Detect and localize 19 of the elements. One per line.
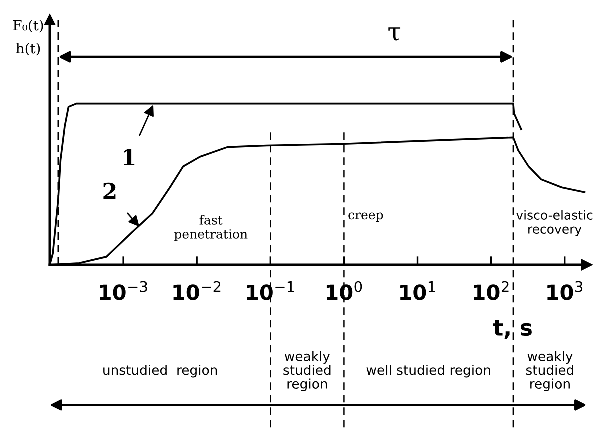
- x-axis-title: t, s: [493, 320, 532, 339]
- annotation: creep: [348, 212, 384, 222]
- x-tick-label: 10$^{−3}$: [100, 281, 148, 300]
- x-tick-label: 10$^{−1}$: [247, 282, 294, 300]
- x-tick-label: 10$^{0}$: [326, 281, 362, 300]
- text: weakly studied region: [526, 351, 574, 392]
- text: τ: [388, 28, 401, 41]
- x-tick-label: 10$^{1}$: [400, 282, 436, 300]
- x-tick-label: 10$^{3}$: [548, 281, 583, 300]
- x-tick-label: 10$^{−2}$: [174, 281, 221, 300]
- annotation: visco-elastic recovery: [516, 210, 593, 236]
- annotation: 2: [104, 182, 116, 200]
- annotation: 1: [124, 149, 135, 166]
- y-axis-title: F₀(t) h(t): [13, 20, 44, 56]
- text: unstudied region: [104, 364, 218, 378]
- x-tick-label: 10$^{2}$: [474, 281, 509, 300]
- text: well studied region: [366, 364, 490, 378]
- text: weakly studied region: [284, 351, 331, 392]
- annotation: fast penetration: [174, 215, 248, 242]
